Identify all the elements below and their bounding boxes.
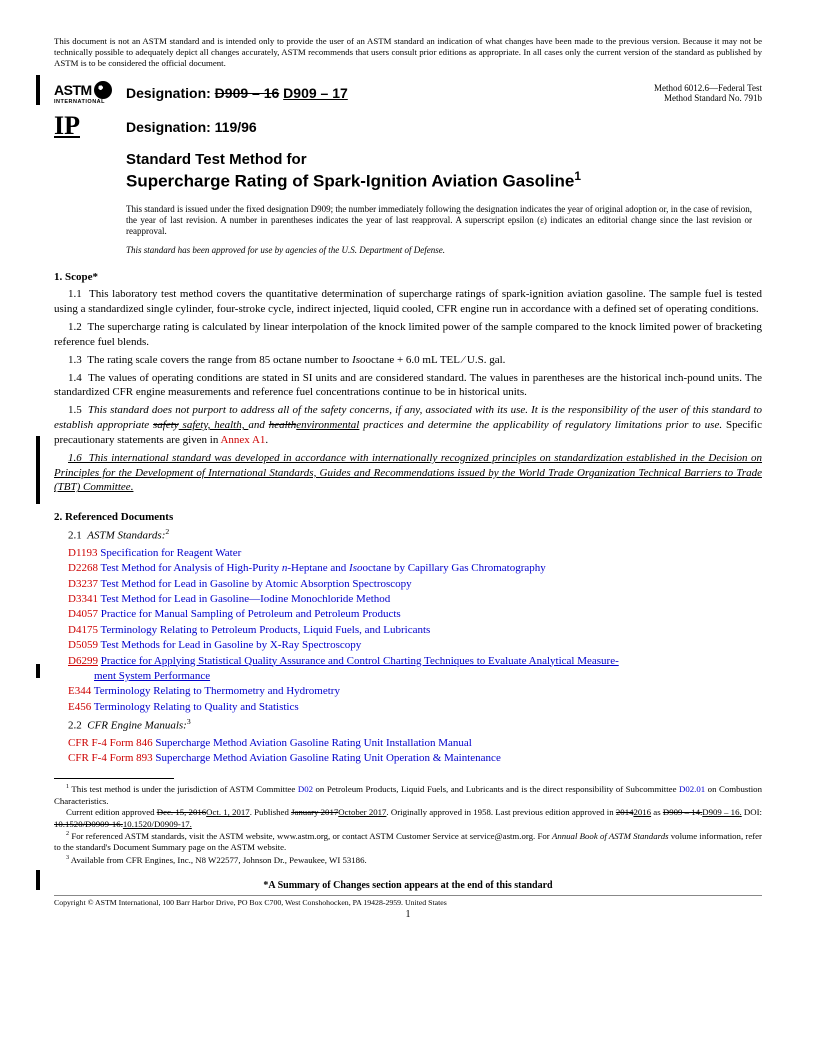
title-block: Standard Test Method for Supercharge Rat… (126, 151, 762, 192)
issuance-note: This standard is issued under the fixed … (126, 204, 762, 238)
footnote-1-line2: Current edition approved Dec. 15, 2016Oc… (54, 807, 762, 830)
astm-refs-list: D1193 Specification for Reagent WaterD22… (54, 546, 762, 715)
cfr-code[interactable]: CFR F-4 Form 893 (68, 752, 153, 764)
ref-title[interactable]: Terminology Relating to Petroleum Produc… (101, 624, 431, 636)
international-text: INTERNATIONAL (54, 99, 112, 105)
ref-D5059: D5059 Test Methods for Lead in Gasoline … (54, 638, 762, 653)
title-text: Supercharge Rating of Spark-Ignition Avi… (126, 172, 574, 191)
approval-note: This standard has been approved for use … (126, 245, 762, 255)
ref-code[interactable]: E344 (68, 685, 91, 697)
ref-D3341: D3341 Test Method for Lead in Gasoline—I… (54, 592, 762, 607)
page-number: 1 (54, 909, 762, 920)
ref-title[interactable]: Test Method for Lead in Gasoline—Iodine … (101, 593, 391, 605)
change-bar (36, 462, 40, 504)
ip-row: IP Designation: 119/96 (54, 111, 762, 141)
ip-logo: IP (54, 111, 112, 141)
para-2-2: 2.2 CFR Engine Manuals:3 (54, 717, 762, 734)
para-1-4: 1.4 The values of operating conditions a… (54, 371, 762, 401)
para-1-2: 1.2 The supercharge rating is calculated… (54, 320, 762, 350)
cfr-title[interactable]: Supercharge Method Aviation Gasoline Rat… (153, 752, 501, 764)
cfr-ref: CFR F-4 Form 846 Supercharge Method Avia… (54, 736, 762, 751)
cfr-title[interactable]: Supercharge Method Aviation Gasoline Rat… (153, 737, 472, 749)
globe-icon (94, 81, 112, 99)
ref-title[interactable]: Specification for Reagent Water (100, 547, 241, 559)
title-sup: 1 (574, 169, 581, 183)
para-1-3: 1.3 The rating scale covers the range fr… (54, 353, 762, 368)
method-ref-2: Method Standard No. 791b (654, 93, 762, 103)
change-bar (36, 870, 40, 890)
footnote-1: 1 This test method is under the jurisdic… (54, 783, 762, 807)
ref-E344: E344 Terminology Relating to Thermometry… (54, 684, 762, 699)
header-row: ASTM INTERNATIONAL Designation: D909 – 1… (54, 81, 762, 105)
ref-D4057: D4057 Practice for Manual Sampling of Pe… (54, 607, 762, 622)
para-1-1: 1.1 This laboratory test method covers t… (54, 287, 762, 317)
cfr-refs-list: CFR F-4 Form 846 Supercharge Method Avia… (54, 736, 762, 767)
para-2-1: 2.1 ASTM Standards:2 (54, 527, 762, 544)
ref-code[interactable]: E456 (68, 701, 91, 713)
astm-text: ASTM (54, 82, 92, 98)
ref-code[interactable]: D3341 (68, 593, 98, 605)
title-line-1: Standard Test Method for (126, 151, 762, 168)
ref-title[interactable]: Test Methods for Lead in Gasoline by X-R… (101, 639, 362, 651)
ref-D2268: D2268 Test Method for Analysis of High-P… (54, 561, 762, 576)
footnotes: 1 This test method is under the jurisdic… (54, 783, 762, 866)
title-line-2: Supercharge Rating of Spark-Ignition Avi… (126, 169, 762, 192)
footnote-rule (54, 778, 174, 779)
change-bar (36, 664, 40, 678)
designation-new: D909 – 17 (283, 85, 348, 101)
ref-E456: E456 Terminology Relating to Quality and… (54, 700, 762, 715)
disclaimer-text: This document is not an ASTM standard an… (54, 36, 762, 69)
ref-code[interactable]: D2268 (68, 562, 98, 574)
ref-code[interactable]: D6299 (68, 655, 98, 667)
committee-d02-link[interactable]: D02 (298, 784, 313, 794)
designation-label: Designation: (126, 85, 211, 101)
ref-title[interactable]: Practice for Applying Statistical Qualit… (101, 655, 619, 667)
astm-logo: ASTM INTERNATIONAL (54, 81, 112, 105)
ref-title[interactable]: Terminology Relating to Thermometry and … (94, 685, 340, 697)
ref-code[interactable]: D1193 (68, 547, 98, 559)
ip-designation: Designation: 119/96 (126, 119, 257, 135)
ref-title[interactable]: Test Method for Analysis of High-Purity … (101, 562, 546, 574)
method-ref-1: Method 6012.6—Federal Test (654, 83, 762, 93)
ref-D1193: D1193 Specification for Reagent Water (54, 546, 762, 561)
annex-link[interactable]: Annex A1 (220, 434, 265, 446)
subcommittee-d0201-link[interactable]: D02.01 (679, 784, 705, 794)
ref-code[interactable]: D5059 (68, 639, 98, 651)
ref-title[interactable]: Terminology Relating to Quality and Stat… (94, 701, 299, 713)
ref-code[interactable]: D4057 (68, 608, 98, 620)
cfr-code[interactable]: CFR F-4 Form 846 (68, 737, 153, 749)
ref-code[interactable]: D3237 (68, 578, 98, 590)
change-bar (36, 75, 40, 105)
ref-code[interactable]: D4175 (68, 624, 98, 636)
footnote-3: 3 Available from CFR Engines, Inc., N8 W… (54, 854, 762, 866)
ref-title[interactable]: Test Method for Lead in Gasoline by Atom… (101, 578, 412, 590)
designation-main: Designation: D909 – 16 D909 – 17 (126, 85, 348, 101)
cfr-ref: CFR F-4 Form 893 Supercharge Method Avia… (54, 751, 762, 766)
section-1-heading: 1. Scope* (54, 271, 762, 283)
summary-note: *A Summary of Changes section appears at… (54, 880, 762, 891)
method-reference: Method 6012.6—Federal Test Method Standa… (654, 83, 762, 103)
ref-D6299: D6299 Practice for Applying Statistical … (54, 654, 762, 685)
para-1-5: 1.5 This standard does not purport to ad… (54, 403, 762, 448)
footnote-2: 2 For referenced ASTM standards, visit t… (54, 830, 762, 854)
ref-D3237: D3237 Test Method for Lead in Gasoline b… (54, 577, 762, 592)
ref-D4175: D4175 Terminology Relating to Petroleum … (54, 623, 762, 638)
change-bar (36, 436, 40, 462)
ref-title[interactable]: Practice for Manual Sampling of Petroleu… (101, 608, 401, 620)
designation-old: D909 – 16 (215, 85, 280, 101)
para-1-6: 1.6 This international standard was deve… (54, 451, 762, 496)
section-2-heading: 2. Referenced Documents (54, 511, 762, 523)
copyright: Copyright © ASTM International, 100 Barr… (54, 895, 762, 907)
